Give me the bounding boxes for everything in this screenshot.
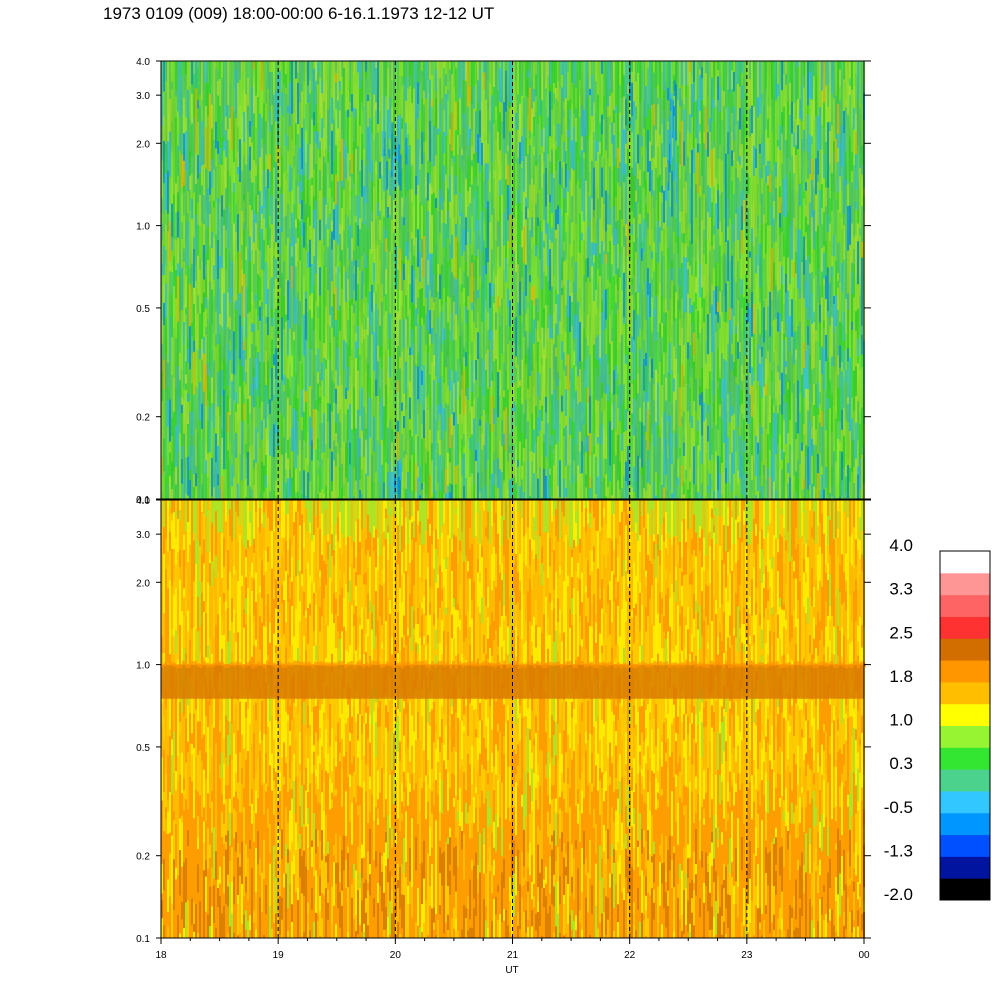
y-tick-label: 2.0 bbox=[136, 139, 150, 150]
colorbar-swatch bbox=[940, 572, 990, 596]
colorbar-swatch bbox=[940, 551, 990, 574]
colorbar-label: -2.0 bbox=[884, 885, 913, 904]
y-tick-label: 1.0 bbox=[136, 222, 150, 233]
colorbar-swatch bbox=[940, 594, 990, 617]
x-tick-label: 20 bbox=[390, 950, 402, 961]
colorbar-swatch bbox=[940, 769, 990, 792]
x-axis-label: UT bbox=[505, 965, 518, 976]
colorbar-swatch bbox=[940, 747, 990, 770]
x-tick-label: 19 bbox=[273, 950, 285, 961]
colorbar-label: 2.5 bbox=[889, 623, 913, 642]
y-tick-label: 1.0 bbox=[136, 661, 150, 672]
colorbar-swatch bbox=[940, 681, 990, 705]
colorbar-swatch bbox=[940, 878, 990, 901]
y-tick-label: 4.0 bbox=[136, 57, 150, 68]
colorbar-swatch bbox=[940, 856, 990, 879]
colorbar-swatch bbox=[940, 812, 990, 836]
x-tick-label: 23 bbox=[741, 950, 753, 961]
x-tick-label: 22 bbox=[624, 950, 636, 961]
upper-spectrogram-panel bbox=[160, 60, 865, 502]
y-tick-label: 0.1 bbox=[136, 495, 150, 506]
colorbar-label: 0.3 bbox=[889, 754, 913, 773]
colorbar-swatch bbox=[940, 660, 990, 683]
y-tick-label: 4.0 bbox=[136, 496, 150, 507]
y-tick-label: 3.0 bbox=[136, 91, 150, 102]
colorbar-label: -1.3 bbox=[884, 841, 913, 860]
colorbar-label: 1.0 bbox=[889, 711, 913, 730]
colorbar-swatch bbox=[940, 790, 990, 814]
colorbar-label: -0.5 bbox=[884, 798, 913, 817]
colorbar-swatch bbox=[940, 638, 990, 661]
x-tick-label: 21 bbox=[507, 950, 519, 961]
colorbar-swatch bbox=[940, 703, 990, 726]
colorbar-label: 1.8 bbox=[889, 667, 913, 686]
y-tick-label: 0.5 bbox=[136, 304, 150, 315]
colorbar-label: 4.0 bbox=[889, 536, 913, 555]
lower-spectrogram-panel bbox=[160, 499, 866, 939]
x-tick-label: 00 bbox=[858, 950, 870, 961]
y-tick-label: 2.0 bbox=[136, 578, 150, 589]
colorbar-swatch bbox=[940, 616, 990, 639]
chart-title: 1973 0109 (009) 18:00-00:00 6-16.1.1973 … bbox=[103, 4, 495, 23]
colorbar-swatch bbox=[940, 725, 990, 748]
y-tick-label: 3.0 bbox=[136, 530, 150, 541]
y-tick-label: 0.2 bbox=[136, 413, 150, 424]
y-tick-label: 0.5 bbox=[136, 743, 150, 754]
x-tick-label: 18 bbox=[155, 950, 167, 961]
colorbar-swatch bbox=[940, 834, 990, 857]
colorbar-label: 3.3 bbox=[889, 580, 913, 599]
y-tick-label: 0.2 bbox=[136, 852, 150, 863]
y-tick-label: 0.1 bbox=[136, 934, 150, 945]
